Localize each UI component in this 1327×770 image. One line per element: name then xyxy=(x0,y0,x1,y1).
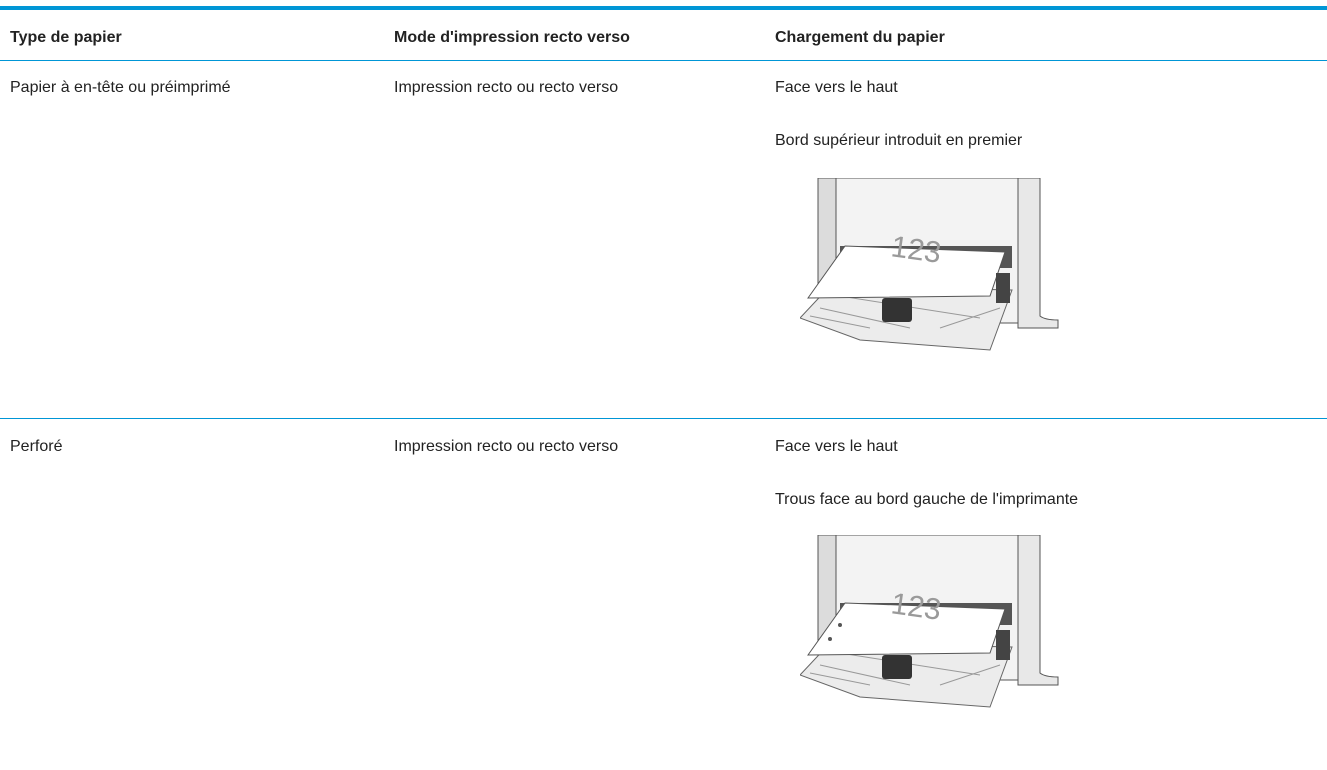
header-rule xyxy=(0,60,1327,61)
paper-type: Perforé xyxy=(10,438,63,455)
top-rule xyxy=(0,6,1327,10)
header-cell: Mode d'impression recto verso xyxy=(394,29,630,46)
loading-line: Trous face au bord gauche de l'imprimant… xyxy=(775,491,1079,508)
print-mode: Impression recto ou recto verso xyxy=(394,79,619,96)
illustration-text: 123 xyxy=(889,587,943,627)
loading-line: Face vers le haut xyxy=(775,79,898,96)
header-cell: Type de papier xyxy=(10,29,122,46)
row-rule xyxy=(0,418,1327,419)
paper-type: Papier à en-tête ou préimprimé xyxy=(10,79,231,96)
illustration-text: 123 xyxy=(889,230,943,270)
printer-illustration: 123 xyxy=(800,535,1059,708)
loading-line: Bord supérieur introduit en premier xyxy=(775,132,1023,149)
printer-illustration: 123 xyxy=(800,178,1059,351)
loading-line: Face vers le haut xyxy=(775,438,898,455)
print-mode: Impression recto ou recto verso xyxy=(394,438,619,455)
header-cell: Chargement du papier xyxy=(775,29,945,46)
